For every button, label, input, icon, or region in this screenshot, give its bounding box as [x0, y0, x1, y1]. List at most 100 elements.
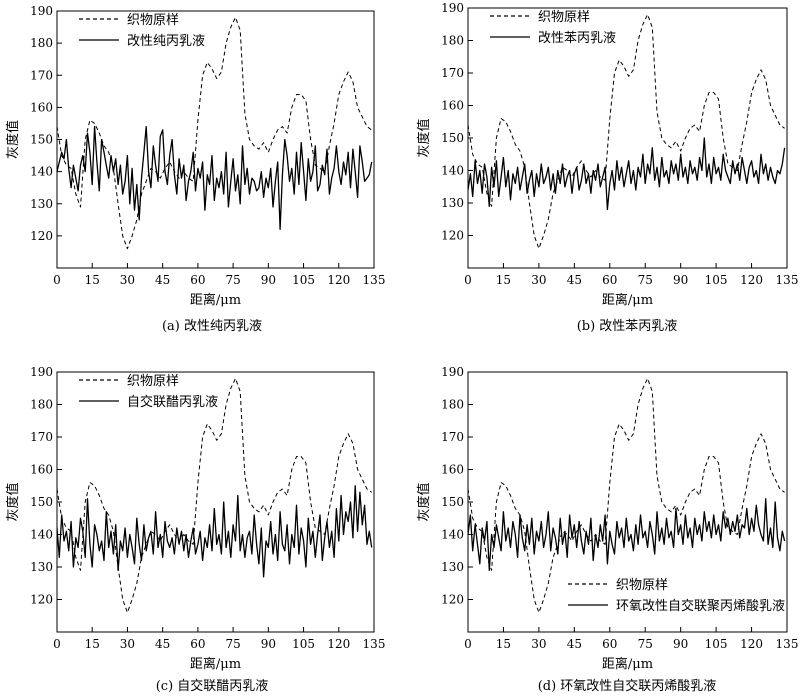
chart-panel-3: 0 15 30 45 60 75 90 105 120 135 120 130 140 150 160 170… [5, 365, 385, 694]
series-line-original-fabric [468, 14, 785, 249]
y-tick-label: 190 [441, 365, 464, 379]
x-tick-label: 60 [190, 637, 205, 651]
x-tick-label: 0 [464, 637, 472, 651]
legend-label: 织物原样 [127, 374, 179, 389]
x-tick-label: 105 [292, 273, 315, 287]
x-tick-label: 135 [363, 637, 386, 651]
plot-frame [56, 10, 375, 269]
legend-label: 织物原样 [538, 10, 590, 25]
legend-label: 改性纯丙乳液 [127, 34, 205, 49]
y-tick-label: 170 [30, 430, 53, 444]
x-axis-label: 距离/μm [190, 292, 241, 308]
y-tick-label: 170 [441, 430, 464, 444]
x-tick-label: 120 [327, 637, 350, 651]
x-tick-label: 45 [567, 273, 582, 287]
x-axis-label: 距离/μm [602, 292, 653, 308]
x-tick-label: 90 [673, 273, 688, 287]
y-axis-label: 灰度值 [416, 482, 432, 521]
legend-label: 自交联醋丙乳液 [127, 394, 218, 410]
series-line-treated [468, 137, 786, 211]
y-axis-label: 灰度值 [416, 118, 432, 157]
x-tick-label: 30 [531, 637, 546, 651]
panel-caption: (a) 改性纯丙乳液 [162, 319, 262, 334]
y-tick-label: 160 [441, 463, 464, 477]
panel-caption: (b) 改性苯丙乳液 [577, 319, 678, 334]
series-line-original-fabric [57, 16, 372, 250]
x-tick-label: 60 [190, 273, 205, 287]
plot-frame [467, 371, 788, 633]
y-tick-label: 130 [30, 560, 53, 574]
y-tick-label: 180 [441, 398, 464, 412]
legend-label: 织物原样 [127, 13, 179, 28]
x-tick-label: 75 [638, 273, 653, 287]
x-tick-label: 15 [85, 273, 100, 287]
legend-label: 改性苯丙乳液 [538, 31, 616, 46]
y-tick-label: 180 [30, 398, 53, 412]
y-axis-label: 灰度值 [5, 120, 21, 159]
x-tick-label: 30 [120, 637, 135, 651]
chart-panel-2: 0 15 30 45 60 75 90 105 120 135 120 130 140 150 160 170… [416, 1, 798, 334]
y-tick-label: 140 [441, 528, 464, 542]
y-tick-label: 190 [30, 4, 53, 18]
x-tick-label: 120 [327, 273, 350, 287]
x-tick-label: 45 [155, 637, 170, 651]
y-tick-label: 180 [441, 34, 464, 48]
legend-label: 织物原样 [616, 578, 668, 593]
x-tick-label: 0 [53, 637, 61, 651]
y-tick-label: 140 [30, 165, 53, 179]
x-tick-label: 45 [567, 637, 582, 651]
y-tick-label: 130 [441, 560, 464, 574]
chart-panel-4: 0 15 30 45 60 75 90 105 120 135 120 130 140 150 160 170… [416, 365, 798, 694]
y-tick-label: 120 [441, 593, 464, 607]
x-tick-label: 0 [53, 273, 61, 287]
x-tick-label: 135 [363, 273, 386, 287]
y-tick-label: 160 [30, 100, 53, 114]
y-tick-label: 150 [30, 133, 53, 147]
y-tick-label: 180 [30, 36, 53, 50]
x-tick-label: 30 [531, 273, 546, 287]
x-axis-label: 距离/μm [190, 656, 241, 672]
x-tick-label: 90 [261, 273, 276, 287]
y-tick-label: 140 [30, 528, 53, 542]
series-line-original-fabric [468, 378, 785, 613]
x-tick-label: 15 [496, 273, 511, 287]
legend-label: 环氧改性自交联聚丙烯酸乳液 [616, 598, 785, 614]
x-tick-label: 105 [292, 637, 315, 651]
x-tick-label: 60 [602, 273, 617, 287]
x-tick-label: 60 [602, 637, 617, 651]
x-tick-label: 15 [85, 637, 100, 651]
panel-caption: (c) 自交联醋丙乳液 [156, 678, 269, 694]
x-tick-label: 90 [261, 637, 276, 651]
y-tick-label: 120 [441, 229, 464, 243]
y-tick-label: 170 [441, 66, 464, 80]
x-tick-label: 105 [705, 273, 728, 287]
y-tick-label: 120 [30, 593, 53, 607]
series-line-treated [468, 498, 786, 571]
y-tick-label: 150 [30, 495, 53, 509]
y-tick-label: 150 [441, 495, 464, 509]
y-tick-label: 170 [30, 68, 53, 82]
y-tick-label: 150 [441, 131, 464, 145]
x-tick-label: 90 [673, 637, 688, 651]
x-tick-label: 30 [120, 273, 135, 287]
y-tick-label: 140 [441, 164, 464, 178]
x-tick-label: 135 [776, 637, 799, 651]
y-tick-label: 130 [30, 197, 53, 211]
y-tick-label: 160 [30, 463, 53, 477]
panel-caption: (d) 环氧改性自交联丙烯酸乳液 [538, 678, 717, 694]
x-tick-label: 105 [705, 637, 728, 651]
y-tick-label: 130 [441, 196, 464, 210]
x-tick-label: 45 [155, 273, 170, 287]
series-line-original-fabric [57, 378, 372, 613]
series-line-treated [57, 485, 373, 578]
x-tick-label: 0 [464, 273, 472, 287]
x-tick-label: 75 [225, 637, 240, 651]
y-tick-label: 160 [441, 99, 464, 113]
series-line-treated [57, 125, 373, 231]
y-tick-label: 190 [30, 365, 53, 379]
x-tick-label: 75 [225, 273, 240, 287]
x-axis-label: 距离/μm [602, 656, 653, 672]
x-tick-label: 135 [776, 273, 799, 287]
y-tick-label: 120 [30, 229, 53, 243]
